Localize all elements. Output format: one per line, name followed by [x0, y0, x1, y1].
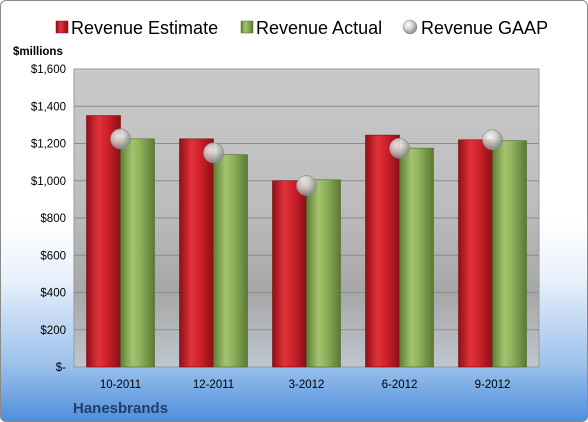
marker-revenue-gaap [110, 128, 131, 150]
y-tick-label: $1,400 [31, 101, 66, 113]
x-tick-label: 10-2011 [100, 379, 141, 391]
y-tick-label: $800 [40, 213, 66, 225]
bar-revenue-actual [399, 147, 434, 368]
gaap-markers [110, 128, 503, 196]
x-axis-ticks: 10-2011 12-2011 3-2012 6-2012 9-2012 [100, 379, 511, 391]
y-tick-label: $1,000 [31, 176, 66, 188]
bar-revenue-estimate [272, 180, 307, 368]
bar-revenue-actual [492, 140, 527, 368]
y-axis-ticks: $- $200 $400 $600 $800 $1,000 $1,200 $1,400 $1,6… [31, 64, 66, 374]
legend: Revenue Estimate Revenue Actual Revenue … [55, 18, 548, 38]
y-tick-label: $1,200 [31, 139, 66, 151]
bar-revenue-actual [213, 154, 248, 368]
x-tick-label: 3-2012 [289, 379, 325, 391]
legend-swatch-revenue-actual [240, 20, 254, 34]
y-tick-label: $400 [40, 288, 66, 300]
company-name: Hanesbrands [73, 400, 168, 417]
y-tick-label: $600 [40, 250, 66, 262]
x-tick-label: 12-2011 [193, 379, 234, 391]
y-axis-unit-label: $millions [13, 46, 63, 58]
marker-revenue-gaap [482, 129, 503, 151]
bar-revenue-estimate [365, 134, 400, 368]
legend-swatch-revenue-estimate [55, 20, 69, 34]
marker-revenue-gaap [203, 142, 224, 164]
y-tick-label: $1,600 [31, 64, 66, 76]
legend-label-revenue-gaap: Revenue GAAP [421, 18, 548, 38]
marker-revenue-gaap [389, 137, 410, 159]
bar-revenue-actual [306, 179, 341, 368]
bars [86, 115, 527, 368]
legend-label-revenue-actual: Revenue Actual [256, 18, 382, 38]
legend-swatch-revenue-gaap [402, 19, 418, 35]
x-tick-label: 6-2012 [382, 379, 418, 391]
bar-revenue-estimate [86, 115, 121, 368]
bar-revenue-actual [120, 138, 155, 368]
y-tick-label: $200 [40, 325, 66, 337]
y-tick-label: $- [56, 362, 66, 374]
x-tick-label: 9-2012 [475, 379, 511, 391]
bar-revenue-estimate [179, 138, 214, 368]
bar-revenue-estimate [458, 139, 493, 368]
marker-revenue-gaap [296, 175, 317, 196]
legend-label-revenue-estimate: Revenue Estimate [71, 18, 218, 38]
